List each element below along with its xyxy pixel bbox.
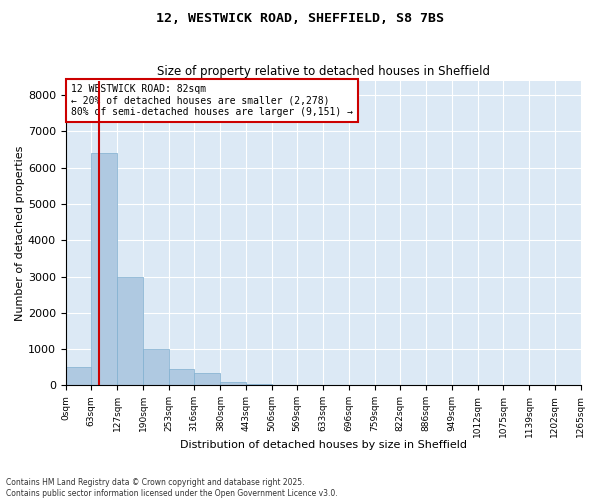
X-axis label: Distribution of detached houses by size in Sheffield: Distribution of detached houses by size … [179,440,467,450]
Bar [91,153,118,386]
Text: 12, WESTWICK ROAD, SHEFFIELD, S8 7BS: 12, WESTWICK ROAD, SHEFFIELD, S8 7BS [156,12,444,26]
Bar [194,372,220,386]
Bar [246,384,272,386]
Text: 12 WESTWICK ROAD: 82sqm
← 20% of detached houses are smaller (2,278)
80% of semi: 12 WESTWICK ROAD: 82sqm ← 20% of detache… [71,84,353,117]
Bar [143,349,169,386]
Bar [169,369,194,386]
Bar [118,276,143,386]
Bar [220,382,246,386]
Bar [272,384,297,386]
Text: Contains HM Land Registry data © Crown copyright and database right 2025.
Contai: Contains HM Land Registry data © Crown c… [6,478,338,498]
Bar [65,367,91,386]
Title: Size of property relative to detached houses in Sheffield: Size of property relative to detached ho… [157,65,490,78]
Y-axis label: Number of detached properties: Number of detached properties [15,146,25,320]
